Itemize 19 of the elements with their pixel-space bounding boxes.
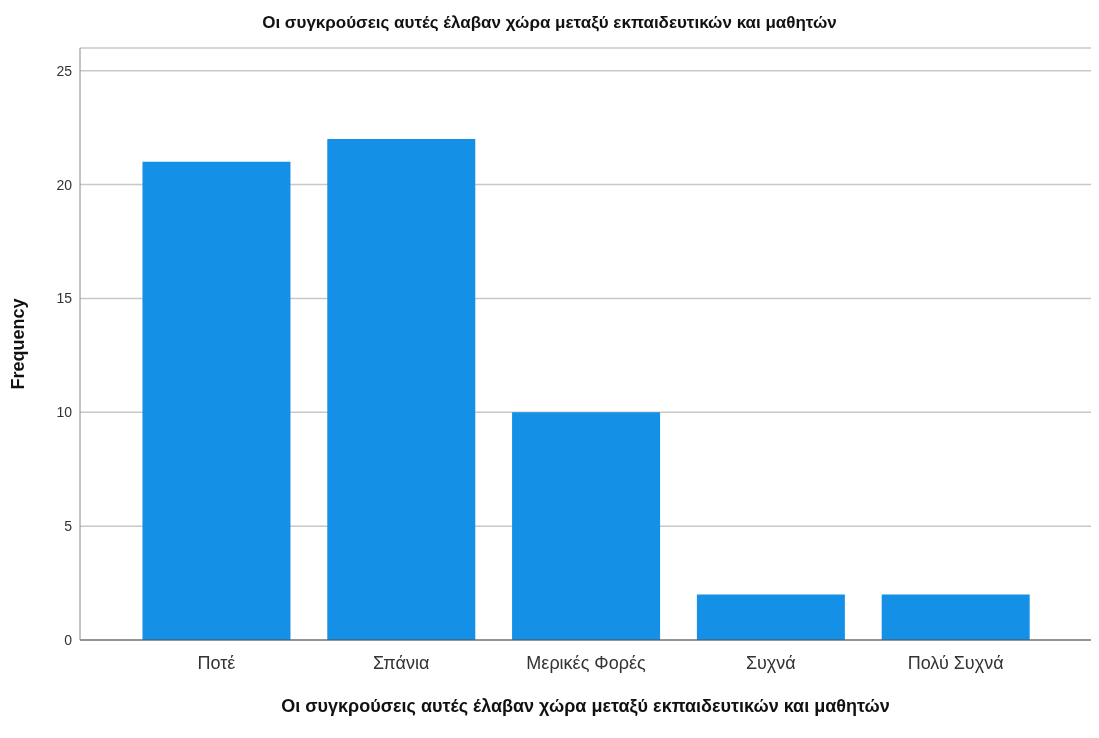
- y-tick-label: 10: [56, 404, 73, 421]
- x-tick-label: Πολύ Συχνά: [907, 652, 1004, 673]
- x-tick-label: Μερικές Φορές: [526, 652, 646, 673]
- bar: [512, 412, 661, 640]
- x-tick-label: Συχνά: [745, 652, 796, 673]
- chart-title: Οι συγκρούσεις αυτές έλαβαν χώρα μεταξύ εκπαιδευτικών και μαθητών: [261, 12, 838, 34]
- bar: [142, 161, 291, 640]
- bar: [881, 594, 1030, 640]
- x-tick-label: Σπάνια: [373, 652, 430, 673]
- y-axis-title: Frequency: [8, 298, 29, 390]
- y-tick-label: 20: [56, 176, 73, 193]
- y-tick-label: 15: [56, 290, 73, 307]
- x-axis-title: Οι συγκρούσεις αυτές έλαβαν χώρα μεταξύ εκπαιδευτικών και μαθητών: [281, 696, 890, 717]
- y-tick-label: 25: [56, 62, 73, 79]
- y-tick-label: 5: [64, 518, 73, 535]
- bar: [696, 594, 845, 640]
- y-tick-label: 0: [64, 631, 73, 648]
- x-tick-label: Ποτέ: [197, 652, 236, 673]
- bar: [327, 139, 476, 640]
